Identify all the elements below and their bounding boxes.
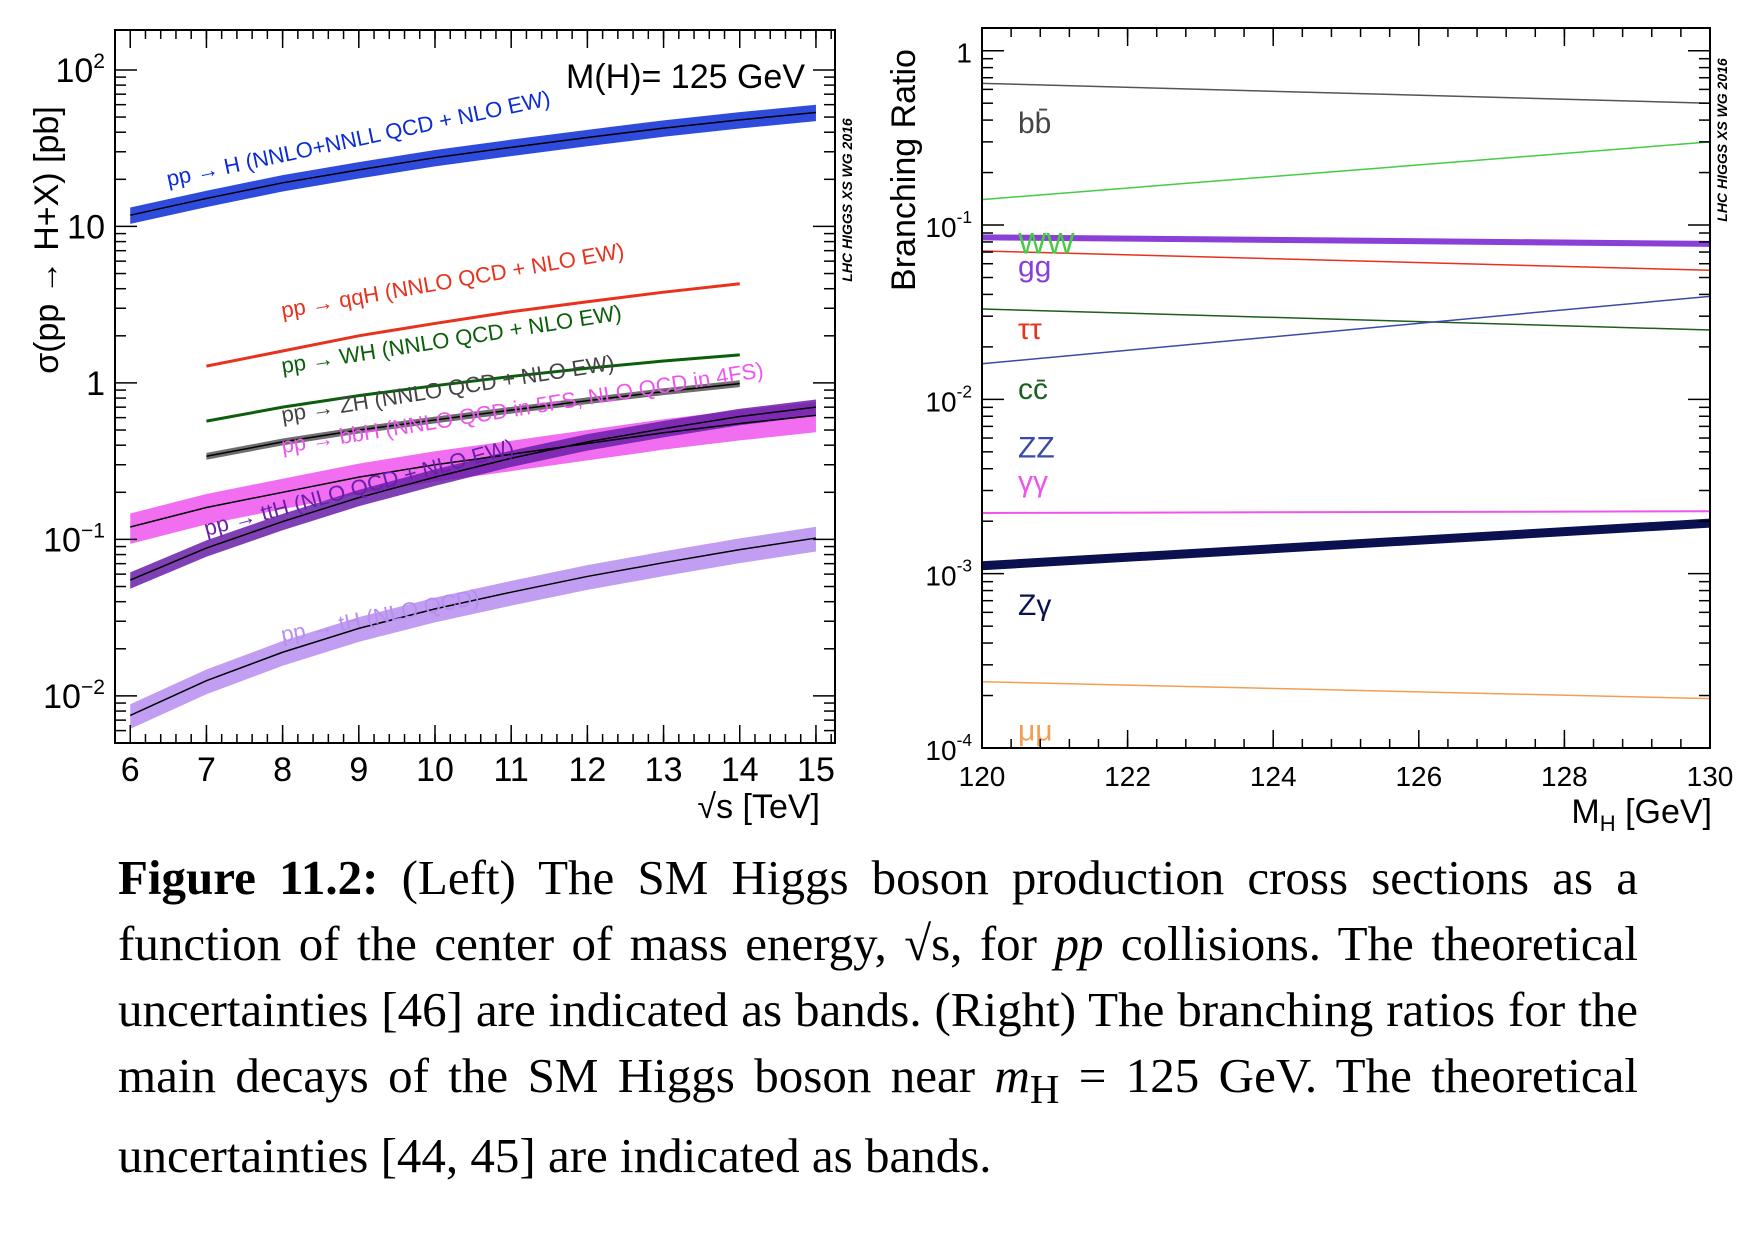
left-band-pp-th-nlo-qcd-6	[130, 526, 816, 729]
figure: pp → H (NNLO+NNLL QCD + NLO EW)pp → qqH …	[28, 27, 1734, 836]
left-line-pp-tth-nlo-qcd-nlo-ew-5	[129, 406, 817, 581]
left-x-tick-label: 6	[121, 751, 140, 789]
left-line-pp-qqh-nnlo-qcd-nlo-ew-1	[206, 282, 740, 368]
right-series-label-gg-2: gg	[1018, 251, 1051, 284]
caption-text-2: , for	[950, 916, 1055, 971]
right-x-tick-label: 130	[1687, 761, 1734, 792]
left-line-pp-wh-nnlo-qcd-nlo-ew-2	[206, 353, 740, 423]
right-x-axis-label: MH [GeV]	[1571, 793, 1712, 836]
right-series-label-zz-5: ZZ	[1018, 432, 1055, 465]
caption-text-3: collisions. The theoretical uncertaintie…	[118, 916, 1639, 1103]
right-line-bb-0	[981, 82, 1711, 104]
right-line-series-6	[981, 510, 1711, 514]
cross-section-chart: pp → H (NNLO+NNLL QCD + NLO EW)pp → qqH …	[28, 29, 855, 826]
left-line-pp-h-nnlo-nnll-qcd-nlo-ew-0	[130, 111, 817, 216]
right-series-label-series-6: γγ	[1018, 466, 1048, 499]
left-line-pp-zh-nnlo-qcd-nlo-ew-3	[206, 382, 740, 457]
right-x-tick-label: 126	[1395, 761, 1442, 792]
left-band-pp-tth-nlo-qcd-nlo-ew-5	[130, 399, 816, 589]
caption-sqrt-s: √s	[904, 916, 951, 971]
caption-text-4: = 125 GeV. The theoretical uncertainties…	[118, 1048, 1638, 1183]
right-line-ww-1	[981, 141, 1711, 201]
right-line-gg-2	[981, 234, 1711, 247]
right-y-tick-label: 10-4	[925, 730, 972, 766]
left-y-tick-label: 10−1	[43, 519, 105, 559]
caption-pp: pp	[1054, 916, 1104, 971]
left-x-tick-label: 10	[416, 751, 454, 789]
left-x-tick-label: 11	[494, 751, 529, 789]
right-y-tick-label: 10-3	[925, 556, 972, 592]
right-series-label-cc-4: cc̄	[1018, 373, 1048, 406]
right-y-axis-label: Branching Ratio	[885, 49, 923, 291]
left-band-pp-h-nnlo-nnll-qcd-nlo-ew-0	[130, 104, 816, 224]
left-x-tick-label: 7	[197, 751, 216, 789]
left-band-pp-zh-nnlo-qcd-nlo-ew-3	[206, 380, 740, 460]
left-y-tick-label: 102	[55, 50, 105, 90]
right-line-cc-4	[981, 308, 1711, 331]
left-x-tick-label: 9	[349, 751, 368, 789]
caption-mh: m	[994, 1048, 1030, 1103]
left-y-tick-label: 10	[67, 208, 105, 246]
right-watermark: LHC HIGGS XS WG 2016	[1714, 58, 1730, 222]
right-y-tick-label: 10-2	[925, 381, 972, 417]
left-annotation: M(H)= 125 GeV	[566, 58, 805, 96]
right-series-label-series-3: ττ	[1018, 313, 1042, 346]
left-watermark: LHC HIGGS XS WG 2016	[839, 118, 855, 282]
right-x-tick-label: 128	[1541, 761, 1588, 792]
right-y-tick-label: 10-1	[925, 207, 972, 243]
figure-caption: Figure 11.2: (Left) The SM Higgs boson p…	[118, 845, 1638, 1189]
left-x-tick-label: 14	[721, 751, 759, 789]
right-series-label-z-7: Zγ	[1018, 589, 1051, 622]
caption-text-1: (Left) The SM Higgs boson production cro…	[118, 850, 1638, 971]
left-y-tick-label: 1	[86, 365, 105, 403]
right-series-label-series-8: μμ	[1018, 714, 1053, 747]
right-series-label-ww-1: WW	[1018, 228, 1075, 261]
right-plot-frame	[981, 27, 1711, 749]
caption-mh-sub: H	[1029, 1066, 1060, 1112]
right-x-tick-label: 120	[959, 761, 1006, 792]
left-y-tick-label: 10−2	[43, 676, 105, 716]
right-line-series-8	[981, 680, 1711, 700]
left-line-pp-th-nlo-qcd-6	[129, 537, 817, 717]
left-plot-frame	[114, 29, 836, 744]
right-x-tick-label: 124	[1250, 761, 1297, 792]
left-x-tick-label: 13	[645, 751, 683, 789]
right-x-tick-label: 122	[1104, 761, 1151, 792]
left-x-tick-label: 15	[797, 751, 835, 789]
right-line-series-3	[981, 250, 1711, 272]
left-y-axis-label: σ(pp → H+X) [pb]	[28, 106, 66, 374]
caption-label: Figure 11.2:	[118, 850, 379, 905]
right-line-zz-5	[981, 295, 1711, 365]
left-x-tick-label: 12	[568, 751, 606, 789]
right-y-tick-label: 1	[956, 38, 972, 69]
right-line-z-7	[981, 518, 1711, 571]
left-line-pp-bbh-nnlo-qcd-in-5fs-nlo-qcd-in-4fs-4	[130, 414, 817, 528]
left-x-tick-label: 8	[273, 751, 292, 789]
left-x-axis-label: √s [TeV]	[697, 788, 820, 826]
right-series-label-bb-0: bb̄	[1018, 107, 1051, 140]
